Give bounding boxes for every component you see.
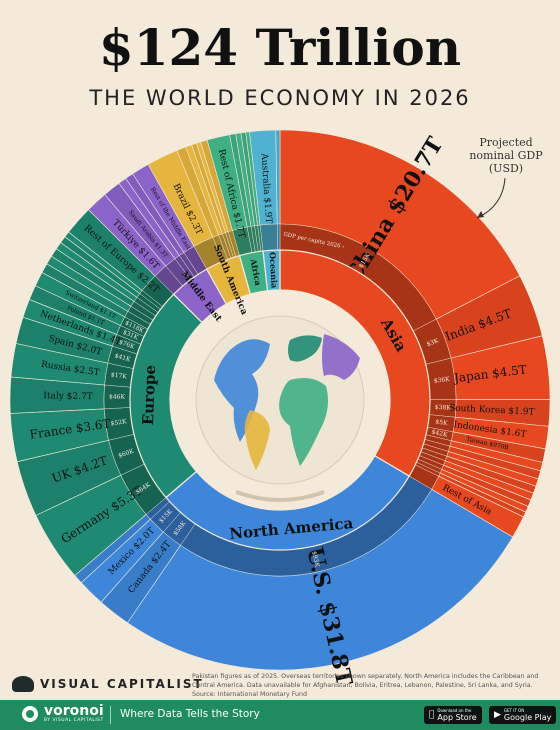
page-subtitle: THE WORLD ECONOMY IN 2026 <box>89 86 471 110</box>
percapita-band-rest-of-oceania <box>277 223 281 251</box>
percapita-label-spain: $41K <box>114 352 132 363</box>
voronoi-logo[interactable]: voronoi BY VISUAL CAPITALIST <box>22 704 104 723</box>
footer-separator <box>110 706 111 724</box>
percapita-label-russia: $17K <box>110 371 127 380</box>
country-label-italy: Italy $2.7T <box>43 391 93 402</box>
voronoi-byline: BY VISUAL CAPITALIST <box>44 718 104 723</box>
region-label-europe: Europe <box>139 365 159 426</box>
play-icon: ▶ <box>494 710 501 720</box>
voronoi-icon <box>22 705 38 722</box>
visual-capitalist-logo: VISUAL CAPITALIST <box>12 673 204 695</box>
page-title: $124 Trillion <box>98 18 462 77</box>
country-label-south-korea: South Korea $1.9T <box>449 404 535 418</box>
percapita-label-india: $3K <box>426 337 440 348</box>
footer-tagline: Where Data Tells the Story <box>120 708 260 720</box>
visual-capitalist-wordmark: VISUAL CAPITALIST <box>40 677 204 691</box>
globe-europe <box>288 335 322 362</box>
percapita-label-u-s-: $93K <box>310 551 320 569</box>
globe-africa <box>279 378 328 466</box>
voronoi-name: voronoi <box>44 703 104 719</box>
google-play-label: Google Play <box>503 713 552 722</box>
percapita-band-australia <box>259 223 278 252</box>
percapita-label-south-korea: $38K <box>435 404 452 412</box>
projected-gdp-note: Projected nominal GDP (USD) <box>469 136 543 175</box>
visual-capitalist-mark-icon <box>12 676 34 692</box>
globe-south-america <box>244 410 270 470</box>
apple-icon:  <box>429 710 434 720</box>
source-note: Pakistan figures as of 2025. Overseas te… <box>192 673 539 698</box>
globe-asia <box>322 334 360 380</box>
globe-americas <box>214 339 270 442</box>
region-oceania <box>262 249 281 292</box>
percapita-label-japan: $36K <box>433 376 450 385</box>
country-label-australia: Australia $1.9T <box>259 152 274 224</box>
google-play-button[interactable]: ▶ GET IT ON Google Play <box>489 706 557 724</box>
google-play-small: GET IT ON <box>503 708 525 713</box>
app-store-small: Download on the <box>432 708 471 713</box>
percapita-label-taiwan: $42K <box>431 429 449 439</box>
percapita-label-italy: $46K <box>109 393 126 400</box>
annotation-arrowhead <box>477 211 484 218</box>
region-label-oceania: Oceania <box>268 252 280 289</box>
app-store-label: App Store <box>432 713 476 722</box>
percapita-label-france: $52K <box>110 418 127 427</box>
percapita-label-indonesia: $5K <box>435 418 448 427</box>
globe-stand <box>235 490 325 502</box>
